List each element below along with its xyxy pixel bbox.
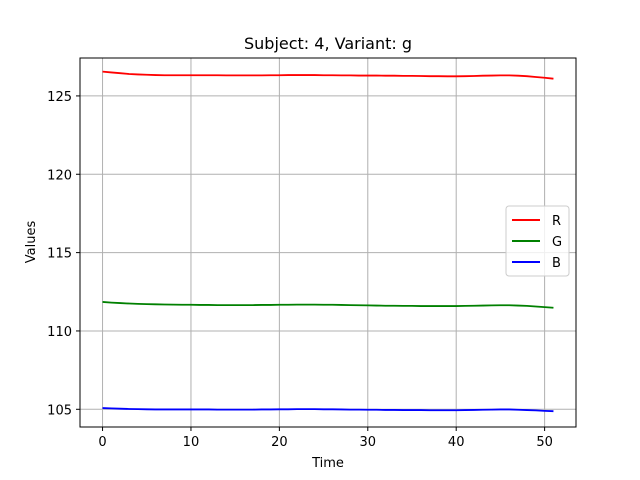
y-tick-label: 105 (47, 403, 72, 418)
grid-lines (80, 58, 576, 427)
x-tick-label: 20 (271, 435, 288, 450)
x-tick-label: 50 (536, 435, 553, 450)
y-axis-title: Values (24, 221, 39, 264)
x-axis-ticks: 0 10 20 30 40 50 (98, 427, 553, 450)
chart-title: Subject: 4, Variant: g (244, 34, 412, 53)
plot-frame (79, 57, 577, 428)
x-tick-label: 30 (360, 435, 377, 450)
y-tick-label: 120 (47, 168, 72, 183)
legend-label-b: B (552, 256, 561, 271)
y-tick-label: 125 (47, 90, 72, 105)
plot-area (80, 58, 576, 427)
legend: RGB (505, 205, 570, 277)
y-tick-label: 110 (47, 325, 72, 340)
legend-label-g: G (552, 235, 562, 250)
series-layer (102, 70, 554, 413)
x-axis-title: Time (311, 456, 344, 471)
series-line-r (102, 70, 554, 80)
y-axis-ticks: 105 110 115 120 125 (47, 90, 80, 418)
x-tick-label: 10 (183, 435, 200, 450)
series-line-b (102, 407, 554, 413)
x-tick-label: 0 (98, 435, 106, 450)
series-line-g (102, 301, 554, 309)
y-tick-label: 115 (47, 247, 72, 262)
x-tick-label: 40 (448, 435, 465, 450)
legend-label-r: R (552, 214, 561, 229)
